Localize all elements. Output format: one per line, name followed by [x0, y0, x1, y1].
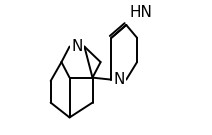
Text: N: N — [113, 72, 124, 87]
Text: HN: HN — [130, 5, 153, 20]
Text: N: N — [71, 39, 83, 54]
